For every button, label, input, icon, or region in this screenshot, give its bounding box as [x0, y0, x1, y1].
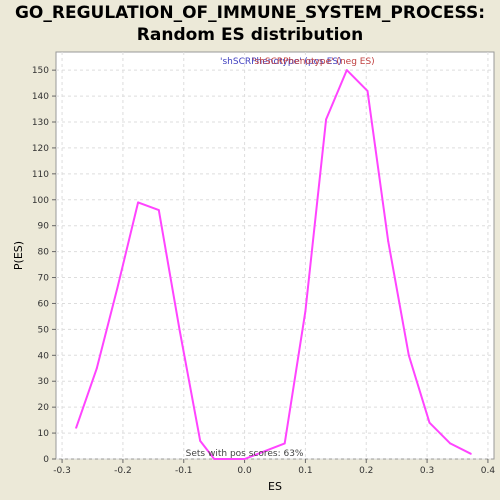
y-axis-label: P(ES) [12, 241, 25, 270]
y-tick-label: 40 [38, 351, 50, 361]
y-tick-label: 100 [32, 196, 49, 206]
y-tick-label: 150 [32, 66, 49, 76]
legend-pos-entry: 'shSCRPhenotype' (pos ES) [220, 57, 342, 67]
y-tick-label: 60 [38, 299, 50, 309]
data-point [213, 458, 216, 460]
axes: -0.3 -0.2 -0.1 0.0 0.1 0.2 0.3 0.4 0 10 20 30 40 50 60… [32, 66, 496, 476]
data-point [137, 201, 140, 204]
y-tick-label: 110 [32, 170, 49, 180]
y-tick-label: 120 [32, 144, 49, 154]
chart-title-line2: Random ES distribution [136, 25, 364, 45]
chart-title: GO_REGULATION_OF_IMMUNE_SYSTEM_PROCESS: … [0, 2, 500, 46]
grid [56, 52, 494, 460]
x-axis-label: ES [268, 480, 282, 493]
data-point [325, 118, 327, 121]
y-tick-label: 130 [32, 118, 49, 128]
x-tick-label: 0.0 [237, 466, 252, 476]
data-point [283, 442, 286, 445]
data-point [387, 240, 390, 243]
data-point [243, 458, 246, 460]
x-tick-label: 0.2 [359, 466, 373, 476]
data-point [469, 452, 472, 455]
data-point [199, 439, 202, 442]
plot-area [55, 51, 495, 460]
y-tick-label: 90 [38, 222, 50, 232]
data-point [157, 209, 160, 212]
pos-scores-annotation: Sets with pos scores: 63% [186, 449, 304, 459]
y-tick-label: 50 [38, 325, 50, 335]
data-point [428, 421, 431, 424]
series-layer [75, 69, 472, 460]
data-point [345, 69, 348, 72]
y-tick-label: 10 [38, 429, 50, 439]
x-tick-label: -0.2 [114, 466, 132, 476]
x-tick-label: 0.1 [298, 466, 312, 476]
data-point [304, 310, 307, 313]
data-point [116, 287, 119, 289]
x-tick-label: 0.4 [481, 466, 496, 476]
y-tick-label: 0 [43, 455, 49, 465]
y-tick-label: 30 [38, 377, 50, 387]
y-tick-label: 140 [32, 92, 49, 102]
data-point [407, 354, 410, 357]
y-tick-label: 80 [38, 248, 50, 258]
data-point [449, 442, 452, 445]
x-tick-label: -0.3 [53, 466, 71, 476]
data-point [75, 426, 77, 429]
data-point [95, 367, 98, 370]
data-point [178, 328, 181, 331]
x-tick-label: -0.1 [175, 466, 193, 476]
y-tick-label: 20 [38, 403, 50, 413]
x-tick-label: 0.3 [420, 466, 434, 476]
y-tick-label: 70 [38, 274, 50, 284]
chart-title-line1: GO_REGULATION_OF_IMMUNE_SYSTEM_PROCESS: [14, 3, 486, 23]
legend-neg-entry: 'shSCRPhenotype' (neg ES) [252, 57, 375, 67]
data-point [366, 89, 369, 92]
